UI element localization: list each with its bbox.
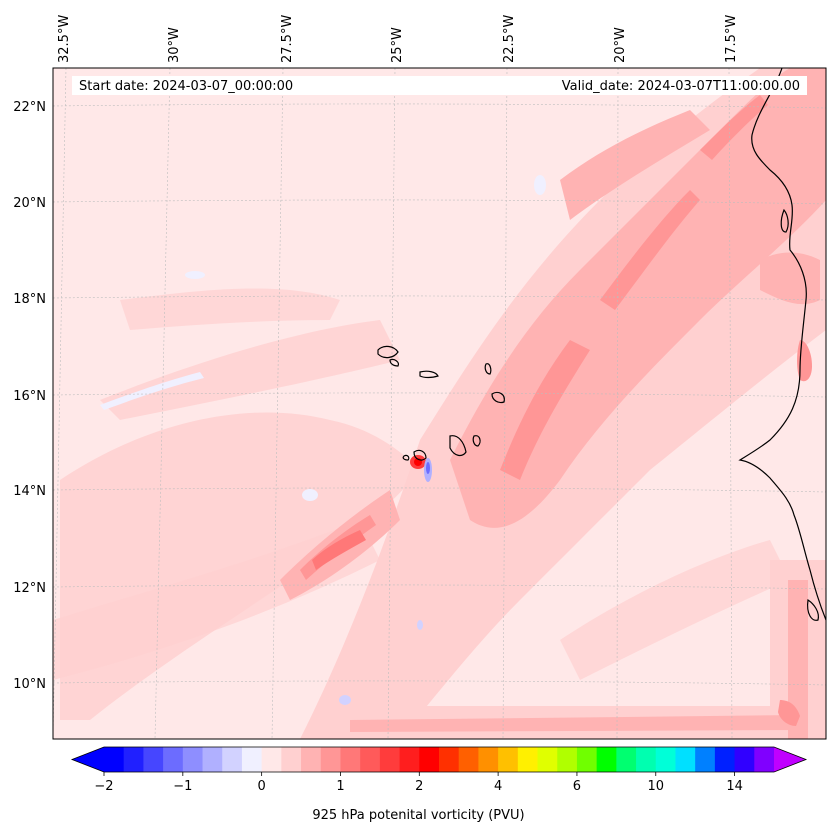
colorbar-segment xyxy=(163,747,184,772)
start-date-text: Start date: 2024-03-07_00:00:00 xyxy=(79,79,293,94)
coast-inlet xyxy=(780,208,789,233)
pv-contours xyxy=(53,68,826,739)
colorbar-segment xyxy=(241,747,263,772)
colorbar-segment xyxy=(123,747,144,772)
colorbar-tick-label: 1 xyxy=(336,779,344,794)
colorbar-segment xyxy=(636,747,657,772)
colorbar-segment xyxy=(537,747,558,772)
colorbar-tick-label: 2 xyxy=(415,779,423,794)
longitude-label: 22.5°W xyxy=(502,15,517,63)
colorbar-segment xyxy=(517,747,539,772)
colorbar-segment xyxy=(281,747,302,772)
colorbar-tick-label: −1 xyxy=(173,779,192,794)
colorbar-tick-label: 14 xyxy=(726,779,743,794)
colorbar-segment xyxy=(616,747,637,772)
colorbar-segment xyxy=(399,747,420,772)
colorbar-segment xyxy=(202,747,223,772)
colorbar: −2 −1 0 1 2 4 6 10 14 xyxy=(70,746,808,794)
latitude-label: 14°N xyxy=(13,484,46,499)
colorbar-segment xyxy=(261,747,282,772)
colorbar-tick-label: 10 xyxy=(647,779,664,794)
longitude-label: 17.5°W xyxy=(724,15,739,63)
colorbar-segment xyxy=(360,747,381,772)
colorbar-segment xyxy=(182,747,204,772)
colorbar-segment xyxy=(714,747,736,772)
colorbar-segment xyxy=(655,747,676,772)
colorbar-label: 925 hPa potenital vorticity (PVU) xyxy=(312,808,525,823)
colorbar-segment xyxy=(675,747,696,772)
island-santiago xyxy=(449,435,467,457)
island-fogo xyxy=(413,449,427,461)
colorbar-segment xyxy=(557,747,578,772)
longitude-label: 20°W xyxy=(613,27,628,63)
colorbar-segment xyxy=(222,747,243,772)
colorbar-segment xyxy=(695,747,716,772)
island-boa-vista xyxy=(491,391,505,404)
map-panel xyxy=(52,67,827,740)
colorbar-segment xyxy=(379,747,401,772)
island-sao-nicolau xyxy=(419,370,439,379)
colorbar-segment xyxy=(478,747,499,772)
longitude-label: 25°W xyxy=(390,27,405,63)
latitude-label: 10°N xyxy=(13,677,46,692)
coastline xyxy=(377,68,826,621)
bijagos-islands xyxy=(807,598,819,621)
colorbar-tick-label: 4 xyxy=(494,779,502,794)
colorbar-segment xyxy=(754,747,775,772)
colorbar-segment xyxy=(596,747,617,772)
island-santo-antao xyxy=(377,345,399,359)
latitude-label: 22°N xyxy=(13,100,46,115)
pv-negative xyxy=(100,175,546,705)
colorbar-tick-label: 6 xyxy=(573,779,581,794)
colorbar-segment xyxy=(301,747,322,772)
colorbar-extend-high xyxy=(774,747,806,772)
map-frame xyxy=(52,67,827,740)
colorbar-segment xyxy=(439,747,460,772)
longitude-label: 32.5°W xyxy=(57,15,72,63)
longitude-label: 30°W xyxy=(167,27,182,63)
header-background xyxy=(72,76,807,95)
latitude-label: 12°N xyxy=(13,581,46,596)
island-brava xyxy=(402,454,410,461)
island-maio xyxy=(472,435,481,447)
colorbar-segment xyxy=(576,747,598,772)
island-sal xyxy=(484,363,492,375)
latitude-label: 20°N xyxy=(13,196,46,211)
longitude-labels: 32.5°W 30°W 27.5°W 25°W 22.5°W 20°W 17.5°W xyxy=(57,15,739,63)
colorbar-segment xyxy=(498,747,519,772)
colorbar-segment xyxy=(734,747,755,772)
colorbar-segment xyxy=(458,747,479,772)
colorbar-segment xyxy=(104,747,125,772)
header-box: Start date: 2024-03-07_00:00:00 Valid_da… xyxy=(72,76,807,95)
latitude-label: 16°N xyxy=(13,389,46,404)
valid-date-text: Valid_date: 2024-03-07T11:00:00.00 xyxy=(562,79,800,94)
colorbar-segment xyxy=(320,747,341,772)
colorbar-segment xyxy=(340,747,361,772)
latitude-label: 18°N xyxy=(13,292,46,307)
africa-coastline xyxy=(738,68,826,621)
latitude-labels: 22°N 20°N 18°N 16°N 14°N 12°N 10°N xyxy=(13,100,46,692)
colorbar-segment xyxy=(143,747,164,772)
colorbar-segment xyxy=(419,747,440,772)
colorbar-extend-low xyxy=(72,747,104,772)
colorbar-tick-label: −2 xyxy=(94,779,113,794)
pv-level-intense xyxy=(312,455,426,570)
longitude-label: 27.5°W xyxy=(280,15,295,63)
island-sao-vicente xyxy=(389,358,399,367)
colorbar-tick-label: 0 xyxy=(258,779,266,794)
